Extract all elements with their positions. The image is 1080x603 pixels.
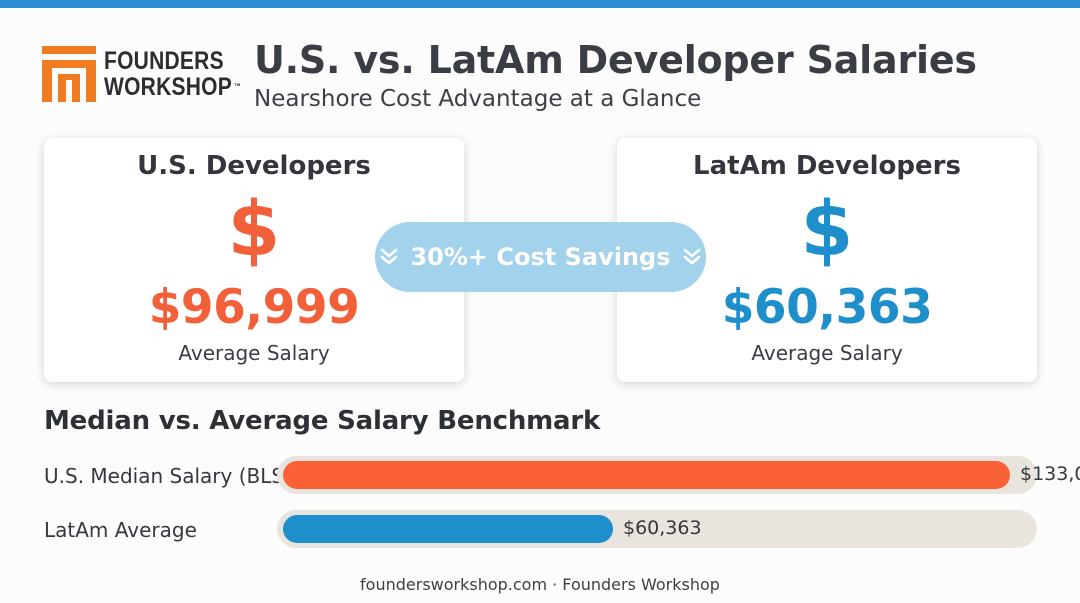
brand-logo: FOUNDERS WORKSHOP ™ bbox=[42, 46, 240, 104]
us-card-title: U.S. Developers bbox=[137, 151, 371, 181]
latam-average-salary-value: $60,363 bbox=[721, 280, 933, 335]
bar-label-latam-average: LatAm Average bbox=[44, 518, 197, 542]
bar-value-latam-average: $60,363 bbox=[623, 517, 702, 539]
brand-line-2: WORKSHOP ™ bbox=[104, 74, 241, 100]
us-average-salary-value: $96,999 bbox=[148, 280, 360, 335]
latam-average-salary-label: Average Salary bbox=[751, 341, 903, 365]
footer-credit: foundersworkshop.com · Founders Workshop bbox=[360, 575, 720, 594]
brand-wordmark: FOUNDERS WORKSHOP ™ bbox=[104, 48, 241, 100]
page-title: U.S. vs. LatAm Developer Salaries bbox=[254, 38, 977, 82]
us-developers-card: U.S. Developers $ $96,999 Average Salary bbox=[44, 138, 464, 382]
bar-latam-average bbox=[283, 515, 613, 543]
latam-card-title: LatAm Developers bbox=[693, 151, 961, 181]
chart-title: Median vs. Average Salary Benchmark bbox=[44, 406, 601, 436]
page-subtitle: Nearshore Cost Advantage at a Glance bbox=[254, 86, 702, 112]
us-average-salary-label: Average Salary bbox=[178, 341, 330, 365]
bar-track-latam-average: $60,363 bbox=[277, 510, 1037, 548]
bar-value-us-median: $133,080 bbox=[1020, 463, 1080, 485]
cost-savings-badge: 30%+ Cost Savings bbox=[375, 222, 706, 292]
founders-workshop-logo-icon bbox=[42, 46, 96, 102]
double-chevron-down-icon bbox=[683, 248, 700, 265]
latam-dollar-icon: $ bbox=[800, 184, 854, 273]
bar-label-us-median: U.S. Median Salary (BLS) bbox=[44, 464, 292, 488]
bar-track-us-median: $133,080 bbox=[277, 456, 1080, 494]
bar-us-median bbox=[283, 461, 1010, 489]
trademark-symbol: ™ bbox=[233, 82, 241, 91]
brand-line-2-text: WORKSHOP bbox=[104, 73, 233, 101]
brand-line-1: FOUNDERS bbox=[104, 47, 224, 75]
us-dollar-icon: $ bbox=[227, 184, 281, 273]
top-accent-strip bbox=[0, 0, 1080, 8]
double-chevron-down-icon bbox=[381, 248, 398, 265]
cost-savings-text: 30%+ Cost Savings bbox=[410, 243, 671, 271]
